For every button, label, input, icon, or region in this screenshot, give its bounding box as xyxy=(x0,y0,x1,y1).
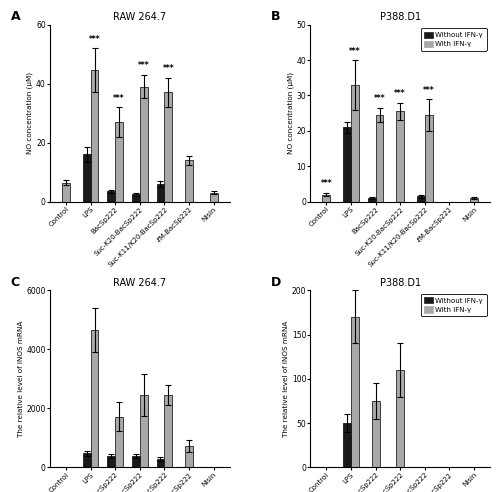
Y-axis label: NO concentration (μM): NO concentration (μM) xyxy=(27,72,34,154)
Bar xyxy=(132,194,140,202)
Y-axis label: NO concentration (μM): NO concentration (μM) xyxy=(287,72,294,154)
Bar xyxy=(470,198,478,202)
Bar xyxy=(90,70,98,202)
Bar xyxy=(140,395,147,467)
Bar xyxy=(185,446,193,467)
Bar xyxy=(351,317,359,467)
Title: P388.D1: P388.D1 xyxy=(380,12,421,23)
Bar xyxy=(351,85,359,202)
Title: RAW 264.7: RAW 264.7 xyxy=(113,12,166,23)
Bar xyxy=(62,183,70,202)
Text: ***: *** xyxy=(162,64,174,73)
Bar xyxy=(322,195,330,202)
Bar xyxy=(425,115,432,202)
Title: P388.D1: P388.D1 xyxy=(380,278,421,288)
Text: ***: *** xyxy=(88,35,101,44)
Legend: Without IFN-γ, With IFN-γ: Without IFN-γ, With IFN-γ xyxy=(421,28,486,51)
Bar xyxy=(396,111,404,202)
Bar xyxy=(156,184,164,202)
Bar xyxy=(164,92,172,202)
Bar xyxy=(90,330,98,467)
Bar xyxy=(372,401,380,467)
Bar xyxy=(185,160,193,202)
Text: ***: *** xyxy=(374,94,386,103)
Text: B: B xyxy=(271,10,280,24)
Bar xyxy=(132,456,140,467)
Y-axis label: The relative level of iNOS mRNA: The relative level of iNOS mRNA xyxy=(283,321,289,437)
Bar xyxy=(368,198,376,202)
Bar xyxy=(417,196,425,202)
Text: ***: *** xyxy=(114,94,125,103)
Text: ***: *** xyxy=(138,62,149,70)
Bar xyxy=(164,395,172,467)
Text: ***: *** xyxy=(423,86,434,94)
Bar xyxy=(108,191,115,202)
Bar xyxy=(210,193,218,202)
Text: A: A xyxy=(10,10,20,24)
Bar xyxy=(140,87,147,202)
Bar xyxy=(376,115,384,202)
Bar xyxy=(156,459,164,467)
Bar xyxy=(108,456,115,467)
Text: D: D xyxy=(271,276,281,289)
Bar xyxy=(115,122,123,202)
Legend: Without IFN-γ, With IFN-γ: Without IFN-γ, With IFN-γ xyxy=(421,294,486,316)
Y-axis label: The relative level of iNOS mRNA: The relative level of iNOS mRNA xyxy=(18,321,24,437)
Text: ***: *** xyxy=(320,180,332,188)
Bar xyxy=(82,453,90,467)
Bar xyxy=(343,423,351,467)
Bar xyxy=(396,370,404,467)
Title: RAW 264.7: RAW 264.7 xyxy=(113,278,166,288)
Text: ***: *** xyxy=(394,89,406,98)
Bar xyxy=(115,417,123,467)
Text: C: C xyxy=(10,276,20,289)
Text: ***: *** xyxy=(349,47,360,56)
Bar xyxy=(343,127,351,202)
Bar xyxy=(82,154,90,202)
